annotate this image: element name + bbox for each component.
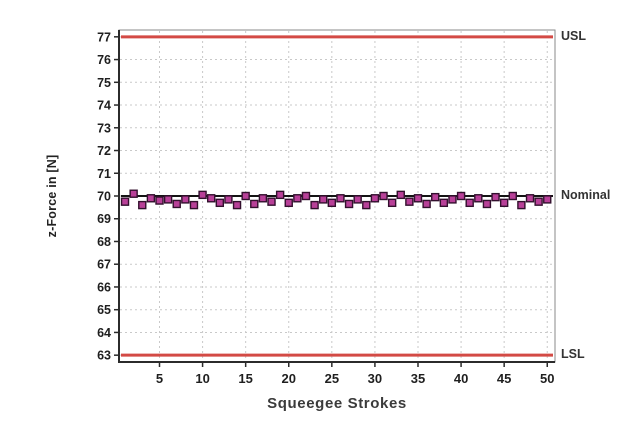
usl-label: USL xyxy=(561,28,586,43)
data-point xyxy=(301,191,311,201)
y-tick-label: 74 xyxy=(97,99,111,113)
data-point xyxy=(155,196,164,205)
data-point xyxy=(456,191,466,201)
data-point xyxy=(474,194,483,203)
data-point xyxy=(543,195,552,204)
x-tick-label: 40 xyxy=(454,371,468,386)
data-point xyxy=(439,198,449,208)
data-point xyxy=(232,200,242,210)
data-point xyxy=(275,190,285,200)
y-tick-label: 65 xyxy=(97,303,111,317)
data-point xyxy=(517,200,526,210)
data-point xyxy=(224,195,233,204)
y-tick-label: 77 xyxy=(97,30,111,44)
y-tick-label: 69 xyxy=(97,212,111,226)
y-tick-label: 75 xyxy=(97,76,111,90)
data-point xyxy=(344,199,354,209)
y-axis-title: z-Force in [N] xyxy=(45,154,59,238)
x-tick-label: 15 xyxy=(238,371,252,386)
data-point xyxy=(413,194,423,203)
y-tick-label: 63 xyxy=(97,349,111,363)
data-point xyxy=(172,199,181,209)
y-tick-label: 66 xyxy=(97,280,111,294)
y-tick-label: 67 xyxy=(97,258,111,272)
data-point xyxy=(534,197,543,206)
data-point xyxy=(499,198,509,208)
y-tick-label: 72 xyxy=(97,144,111,158)
x-axis-title: Squeegee Strokes xyxy=(267,395,407,412)
data-point xyxy=(146,194,156,203)
x-tick-label: 5 xyxy=(156,371,163,386)
data-point xyxy=(293,194,302,203)
data-point xyxy=(284,198,293,208)
data-point xyxy=(448,195,457,204)
data-point xyxy=(181,195,190,204)
data-point xyxy=(508,191,517,201)
data-point xyxy=(379,191,388,201)
data-point xyxy=(431,192,440,202)
data-point xyxy=(250,199,259,209)
data-point xyxy=(206,194,216,203)
data-point xyxy=(387,198,397,208)
data-point xyxy=(422,199,431,209)
data-point xyxy=(327,198,337,208)
y-tick-label: 68 xyxy=(97,235,111,249)
data-point xyxy=(353,195,362,204)
y-tick-label: 71 xyxy=(97,167,111,181)
data-point xyxy=(336,194,345,203)
data-point xyxy=(370,194,380,203)
data-point xyxy=(362,200,371,210)
x-tick-label: 35 xyxy=(411,371,425,386)
y-tick-label: 64 xyxy=(97,326,111,340)
x-tick-label: 25 xyxy=(325,371,339,386)
data-point xyxy=(310,200,319,210)
x-tick-label: 50 xyxy=(540,371,554,386)
data-point xyxy=(120,197,130,206)
y-tick-label: 76 xyxy=(97,53,111,67)
data-point xyxy=(525,194,535,203)
y-tick-label: 70 xyxy=(97,190,111,204)
data-point xyxy=(319,195,328,204)
data-point xyxy=(405,197,414,206)
data-point xyxy=(129,189,138,198)
x-tick-label: 30 xyxy=(368,371,382,386)
nominal-label: Nominal xyxy=(561,188,611,202)
x-tick-label: 45 xyxy=(497,371,511,386)
data-point xyxy=(465,198,474,208)
data-point xyxy=(198,190,207,200)
x-tick-label: 10 xyxy=(195,371,209,386)
data-point xyxy=(267,197,276,206)
x-tick-label: 20 xyxy=(282,371,296,386)
lsl-label: LSL xyxy=(561,347,585,362)
data-point xyxy=(396,190,405,200)
data-point xyxy=(491,192,500,202)
y-tick-label: 73 xyxy=(97,121,111,135)
data-point xyxy=(189,200,199,210)
data-point xyxy=(215,198,225,208)
data-point xyxy=(482,199,492,209)
data-point xyxy=(241,191,250,201)
data-point xyxy=(163,195,173,204)
data-point xyxy=(138,200,147,210)
data-point xyxy=(258,194,268,203)
